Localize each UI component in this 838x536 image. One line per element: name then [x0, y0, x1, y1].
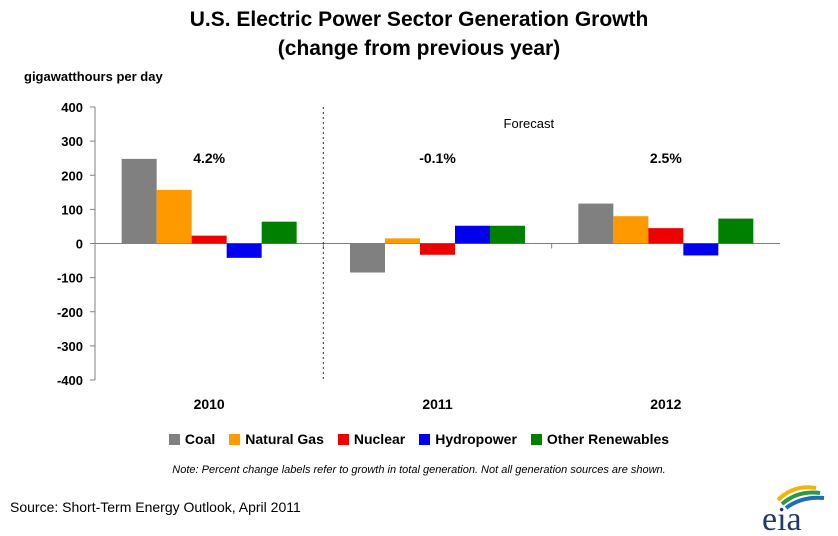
y-tick-label: 0	[76, 237, 83, 252]
legend-label: Hydropower	[435, 431, 517, 447]
bar-natural-gas-2010	[156, 189, 192, 244]
legend-label: Coal	[184, 431, 216, 447]
source-citation: Source: Short-Term Energy Outlook, April…	[10, 499, 301, 515]
y-tick-label: 300	[61, 134, 83, 149]
y-axis-label: gigawatthours per day	[24, 69, 163, 84]
bar-other-renewables-2012	[718, 218, 754, 244]
bar-nuclear-2010	[191, 235, 227, 244]
legend-item: Nuclear	[337, 431, 406, 447]
bar-natural-gas-2012	[613, 216, 649, 244]
legend-label: Other Renewables	[546, 431, 670, 447]
y-tick-label: -100	[57, 271, 83, 286]
bar-coal-2011	[350, 243, 385, 273]
forecast-label: Forecast	[504, 116, 555, 131]
eia-logo: eia	[762, 485, 825, 534]
bar-hydropower-2012	[683, 243, 719, 256]
legend: Coal Natural Gas Nuclear Hydropower Other Re…	[0, 431, 838, 447]
bar-hydropower-2011	[455, 225, 490, 244]
y-tick-label: 100	[61, 202, 83, 217]
growth-label: 2.5%	[650, 150, 682, 166]
x-tick-label: 2011	[422, 396, 453, 412]
bar-nuclear-2012	[648, 228, 684, 244]
y-tick-label: 200	[61, 168, 83, 183]
legend-swatch	[229, 433, 241, 445]
bar-other-renewables-2011	[490, 225, 525, 244]
legend-item: Coal	[168, 431, 216, 447]
bar-nuclear-2011	[420, 243, 455, 255]
legend-label: Natural Gas	[245, 431, 324, 447]
bar-hydropower-2010	[226, 243, 262, 258]
y-tick-label: -400	[57, 373, 83, 388]
x-tick-label: 2012	[650, 396, 681, 412]
legend-item: Natural Gas	[229, 431, 324, 447]
y-tick-label: -200	[57, 305, 83, 320]
bar-coal-2012	[578, 203, 614, 244]
legend-label: Nuclear	[353, 431, 406, 447]
legend-swatch	[168, 433, 180, 445]
bar-coal-2010	[121, 158, 157, 244]
y-tick-label: -300	[57, 339, 83, 354]
growth-label: 4.2%	[193, 150, 225, 166]
legend-swatch	[419, 433, 431, 445]
chart-plot: 400 300 200 100 0 -100 -200 -300 -400 Forecast 201…	[57, 100, 780, 412]
legend-item: Other Renewables	[530, 431, 670, 447]
footnote: Note: Percent change labels refer to gro…	[172, 464, 666, 476]
legend-swatch	[337, 433, 349, 445]
x-tick-label: 2010	[194, 396, 225, 412]
legend-item: Hydropower	[419, 431, 517, 447]
growth-label: -0.1%	[419, 150, 456, 166]
chart-subtitle: (change from previous year)	[277, 37, 561, 60]
bar-other-renewables-2010	[261, 221, 297, 244]
logo-text: eia	[762, 501, 802, 534]
legend-swatch	[530, 433, 542, 445]
bar-natural-gas-2011	[385, 238, 420, 244]
chart-title: U.S. Electric Power Sector Generation Gr…	[189, 8, 649, 31]
y-tick-label: 400	[61, 100, 83, 115]
